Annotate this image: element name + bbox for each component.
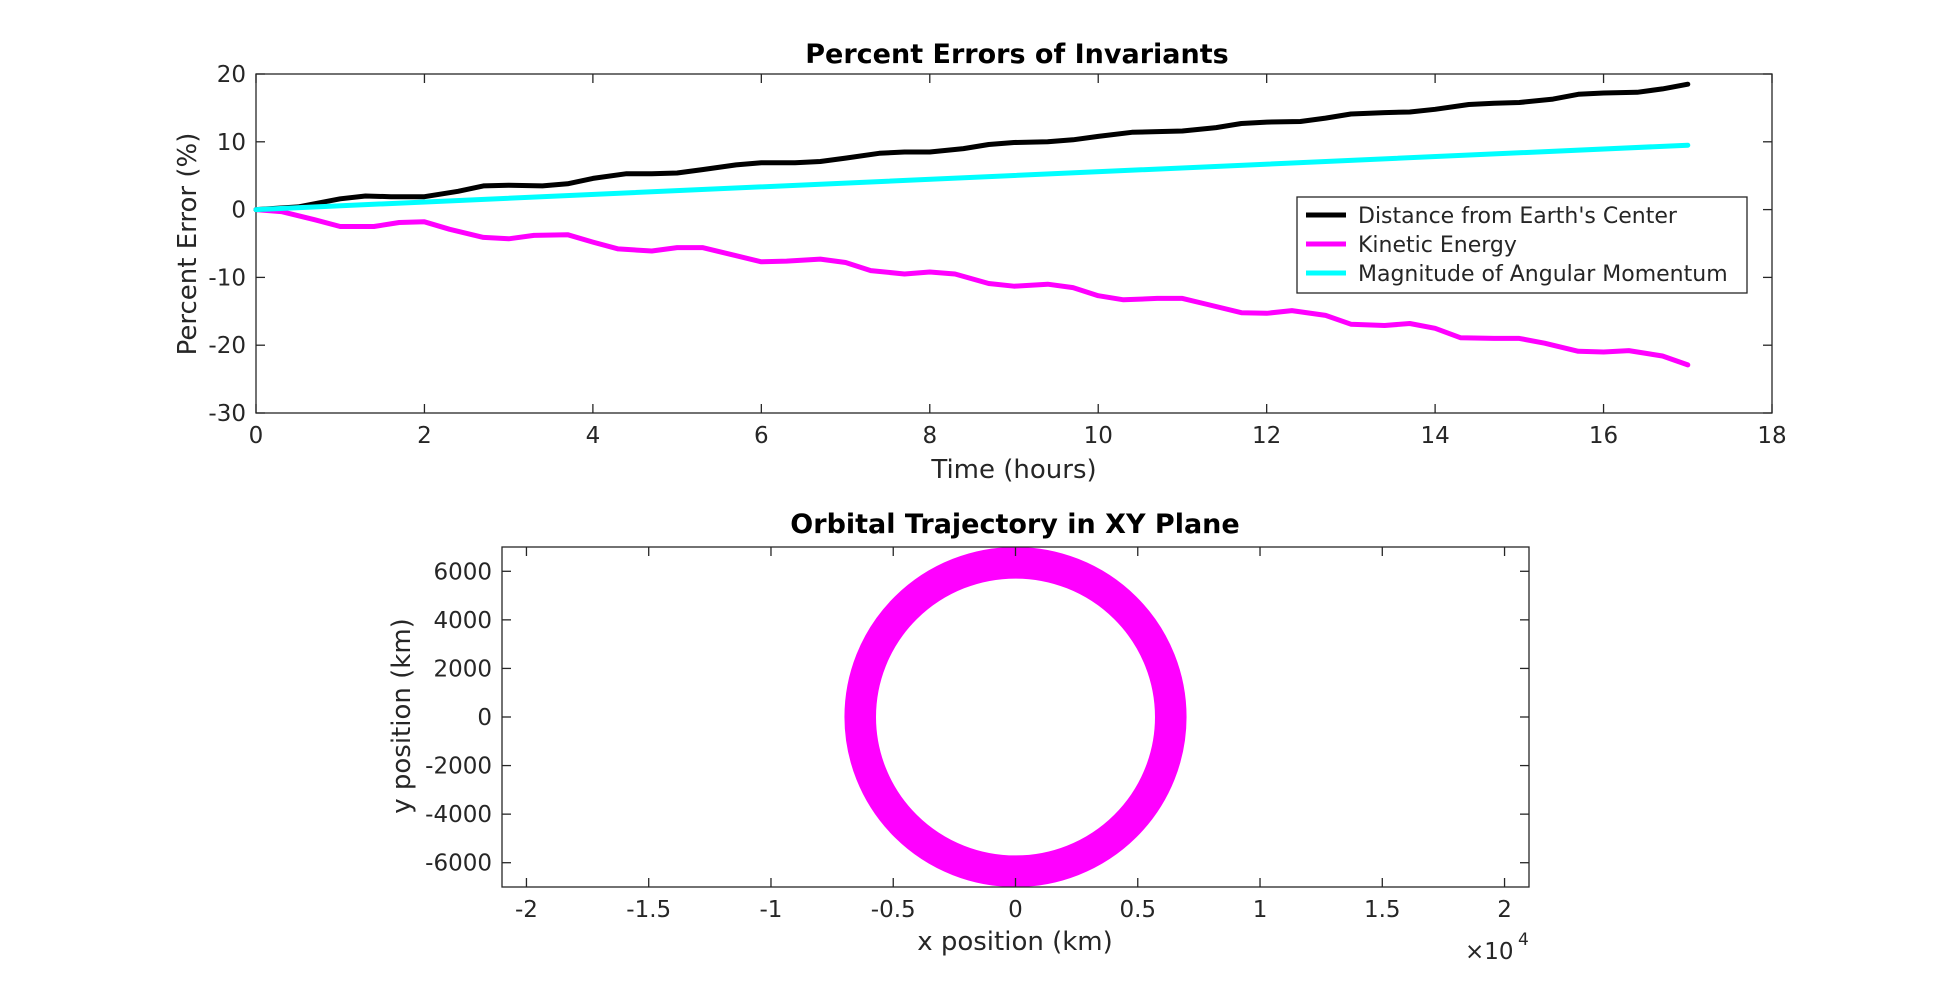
y-tick-label: -30 [208,401,246,427]
chart2-title: Orbital Trajectory in XY Plane [790,509,1239,540]
chart1-plot-area [255,73,1773,414]
x-tick-label: 10 [1084,423,1113,449]
series-angular-momentum-line [253,142,1691,213]
x-tick-label: 16 [1589,423,1618,449]
series-distance-line [253,81,1691,213]
chart1-title: Percent Errors of Invariants [805,39,1228,70]
x-tick-label: 4 [586,423,601,449]
x-tick-label: 0 [1008,897,1023,923]
chart2-x-axis-label: x position (km) [917,927,1113,957]
x-multiplier-exponent: 4 [1518,930,1529,950]
x-tick-label: 12 [1252,423,1281,449]
chart1-x-axis-label: Time (hours) [930,455,1096,485]
x-tick-label: 18 [1757,423,1786,449]
x-tick-label: 2 [417,423,432,449]
chart1-legend: Distance from Earth's Center Kinetic Ene… [1296,196,1748,294]
orbital-trajectory-chart: Orbital Trajectory in XY Plane x positio… [387,509,1530,965]
chart1-series-group [253,81,1691,368]
x-tick-label: -1 [760,897,783,923]
y-tick-label: 20 [217,62,246,88]
y-tick-label: -6000 [425,851,492,877]
y-tick-label: -20 [208,333,246,359]
x-tick-label: -1.5 [626,897,671,923]
y-tick-label: 0 [477,705,492,731]
percent-errors-chart: Percent Errors of Invariants Time (hours… [173,39,1787,485]
chart1-y-ticks: -30 -20 -10 0 10 20 [208,62,1772,427]
legend-label-distance: Distance from Earth's Center [1358,204,1678,229]
chart2-y-axis-label: y position (km) [387,618,417,814]
x-tick-label: 8 [922,423,937,449]
x-tick-label: 14 [1420,423,1449,449]
x-tick-label: 6 [754,423,769,449]
x-tick-label: 0.5 [1119,897,1156,923]
x-tick-label: 0 [249,423,264,449]
legend-label-kinetic-energy: Kinetic Energy [1358,233,1517,258]
legend-box [1296,196,1748,294]
y-tick-label: 0 [231,198,246,224]
chart2-y-ticks: -6000 -4000 -2000 0 2000 4000 6000 [425,559,1529,877]
y-tick-label: -2000 [425,754,492,780]
chart2-x-multiplier: ×10 4 [1465,930,1529,965]
x-tick-label: 1.5 [1364,897,1401,923]
x-tick-label: -2 [515,897,538,923]
x-multiplier-base: ×10 [1465,939,1514,965]
y-tick-label: 6000 [433,559,492,585]
x-tick-label: 1 [1253,897,1268,923]
x-tick-label: 2 [1497,897,1512,923]
chart2-series-group [844,547,1187,887]
chart1-axes-frame [255,73,1773,414]
chart1-x-ticks: 0 2 4 6 8 10 12 14 16 18 [249,74,1787,449]
y-tick-label: -10 [208,265,246,291]
legend-label-angular-momentum: Magnitude of Angular Momentum [1358,262,1728,287]
y-tick-label: 2000 [433,656,492,682]
chart1-y-axis-label: Percent Error (%) [173,133,203,356]
y-tick-label: 4000 [433,608,492,634]
x-tick-label: -0.5 [871,897,916,923]
chart2-x-ticks: -2 -1.5 -1 -0.5 0 0.5 1 1.5 2 [515,547,1512,923]
y-tick-label: 10 [217,130,246,156]
orbit-trajectory-ring [844,547,1187,887]
series-kinetic-energy-line [253,207,1691,368]
y-tick-label: -4000 [425,802,492,828]
